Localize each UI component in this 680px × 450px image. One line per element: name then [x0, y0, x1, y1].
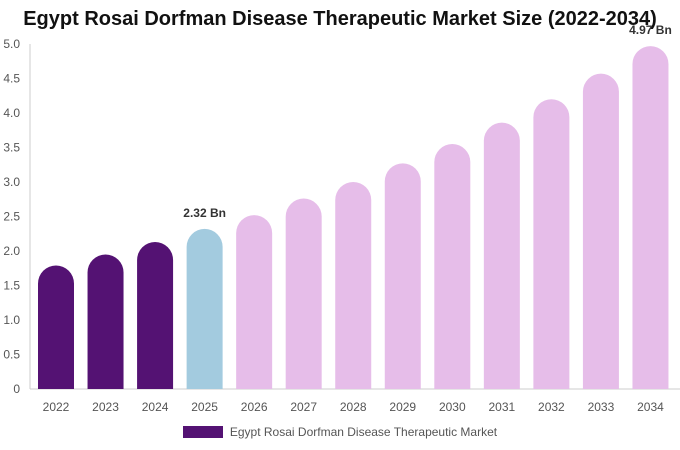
x-tick-label: 2023 — [92, 400, 119, 414]
bar-2031 — [483, 122, 520, 389]
x-tick-label: 2024 — [142, 400, 169, 414]
y-tick-label: 4.0 — [3, 106, 20, 120]
x-tick-label: 2030 — [439, 400, 466, 414]
y-tick-label: 1.5 — [3, 279, 20, 293]
x-tick-label: 2027 — [290, 400, 317, 414]
chart-title: Egypt Rosai Dorfman Disease Therapeutic … — [23, 8, 657, 30]
y-tick-label: 3.0 — [3, 175, 20, 189]
bar-2028 — [335, 182, 372, 389]
x-tick-label: 2022 — [43, 400, 70, 414]
y-tick-label: 2.0 — [3, 244, 20, 258]
legend-label: Egypt Rosai Dorfman Disease Therapeutic … — [229, 425, 498, 439]
bar-2027 — [285, 198, 322, 389]
bar-2026 — [236, 215, 273, 389]
y-tick-label: 5.0 — [3, 37, 20, 51]
bar-2023 — [87, 254, 124, 389]
bar-2032 — [533, 99, 570, 389]
legend-swatch — [182, 426, 223, 438]
x-tick-label: 2029 — [389, 400, 416, 414]
y-tick-label: 3.5 — [3, 141, 20, 155]
y-tick-label: 0.5 — [3, 348, 20, 362]
bar-2033 — [582, 73, 619, 390]
data-label-2025: 2.32 Bn — [183, 206, 226, 220]
y-tick-label: 2.5 — [3, 210, 20, 224]
x-tick-label: 2033 — [588, 400, 615, 414]
y-tick-label: 1.0 — [3, 313, 20, 327]
y-tick-label: 4.5 — [3, 72, 20, 86]
x-tick-label: 2028 — [340, 400, 367, 414]
data-label-2034: 4.97 Bn — [629, 23, 672, 37]
bar-2034 — [632, 46, 669, 389]
x-tick-label: 2031 — [488, 400, 515, 414]
bar-2030 — [434, 144, 471, 389]
x-tick-label: 2032 — [538, 400, 565, 414]
bar-2029 — [384, 163, 421, 389]
x-tick-label: 2025 — [191, 400, 218, 414]
x-tick-label: 2026 — [241, 400, 268, 414]
x-tick-label: 2034 — [637, 400, 664, 414]
bar-2024 — [137, 242, 174, 389]
bar-2025 — [186, 228, 223, 389]
y-tick-label: 0 — [13, 382, 20, 396]
legend: Egypt Rosai Dorfman Disease Therapeutic … — [0, 425, 680, 439]
bar-2022 — [38, 265, 74, 389]
